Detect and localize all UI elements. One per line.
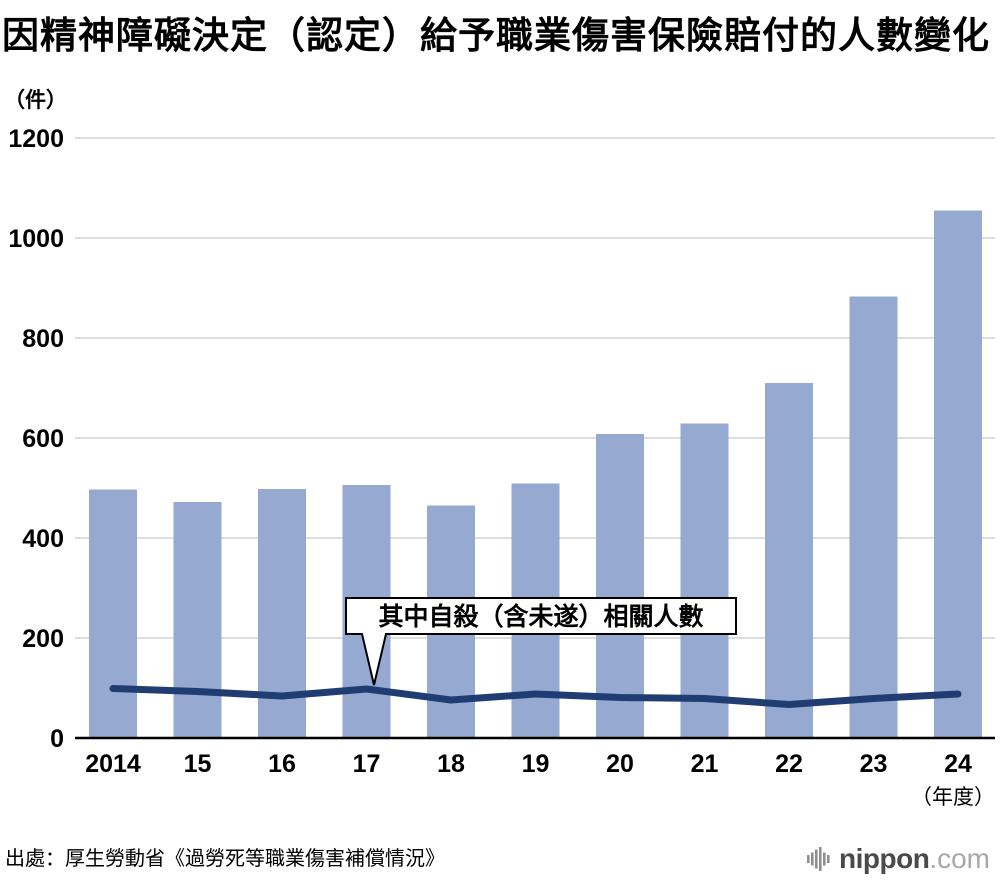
x-tick-label: 16 [268,750,296,778]
y-tick-label: 600 [22,425,64,453]
soundwave-icon [806,846,832,872]
x-tick-label: 24 [944,750,972,778]
y-axis-unit-label: （件） [4,89,67,112]
x-axis-unit-label: （年度） [911,786,995,809]
logo-name: nippon [839,843,930,874]
logo-tld: .com [929,843,990,874]
x-tick-label: 2014 [85,750,141,778]
bar [173,502,222,738]
callout-label: 其中自殺（含未遂）相關人數 [378,602,703,631]
bar [596,434,644,738]
bar [89,489,137,738]
source-note: 出處：厚生勞動省《過勞死等職業傷害補償情況》 [5,848,445,870]
x-tick-label: 18 [437,750,465,778]
x-tick-label: 22 [775,750,803,778]
nippon-logo: nippon.com [806,843,990,875]
y-tick-label: 200 [22,625,64,653]
y-tick-label: 1000 [8,225,64,253]
suicide-line [109,685,962,708]
x-tick-label: 15 [184,750,212,778]
chart-title: 因精神障礙決定（認定）給予職業傷害保險賠付的人數變化 [2,15,990,56]
y-tick-label: 800 [22,325,64,353]
bar [765,383,813,738]
x-tick-label: 17 [353,750,381,778]
x-tick-label: 19 [522,750,550,778]
x-tick-label: 23 [860,750,888,778]
bar [680,423,729,738]
bar [849,296,898,738]
y-tick-label: 1200 [8,125,64,153]
x-tick-label: 21 [691,750,719,778]
bar [934,210,982,738]
callout-box [345,597,737,686]
x-tick-label: 20 [606,750,634,778]
bar [258,489,306,738]
y-tick-label: 400 [22,525,64,553]
y-tick-label: 0 [50,725,64,753]
